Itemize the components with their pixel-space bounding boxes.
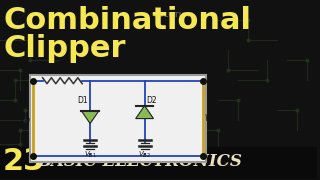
Text: $V_{B2}$: $V_{B2}$ <box>138 149 151 160</box>
Text: $V_{OUT}$: $V_{OUT}$ <box>204 112 223 125</box>
Text: Combinational: Combinational <box>4 6 252 35</box>
Polygon shape <box>81 111 99 123</box>
FancyBboxPatch shape <box>30 75 206 162</box>
Text: $V_{B1}$: $V_{B1}$ <box>84 149 97 160</box>
Text: D1: D1 <box>77 96 88 105</box>
Text: Clipper: Clipper <box>4 34 126 63</box>
Text: D2: D2 <box>147 96 157 105</box>
Text: $V_{IN}$: $V_{IN}$ <box>19 112 32 125</box>
Text: BASIC ELECTRONICS: BASIC ELECTRONICS <box>38 153 243 170</box>
Polygon shape <box>136 106 154 119</box>
Text: R: R <box>60 64 65 73</box>
Text: 23: 23 <box>3 147 45 176</box>
Bar <box>0 147 317 179</box>
Text: SOLUTION: SOLUTION <box>153 12 193 18</box>
